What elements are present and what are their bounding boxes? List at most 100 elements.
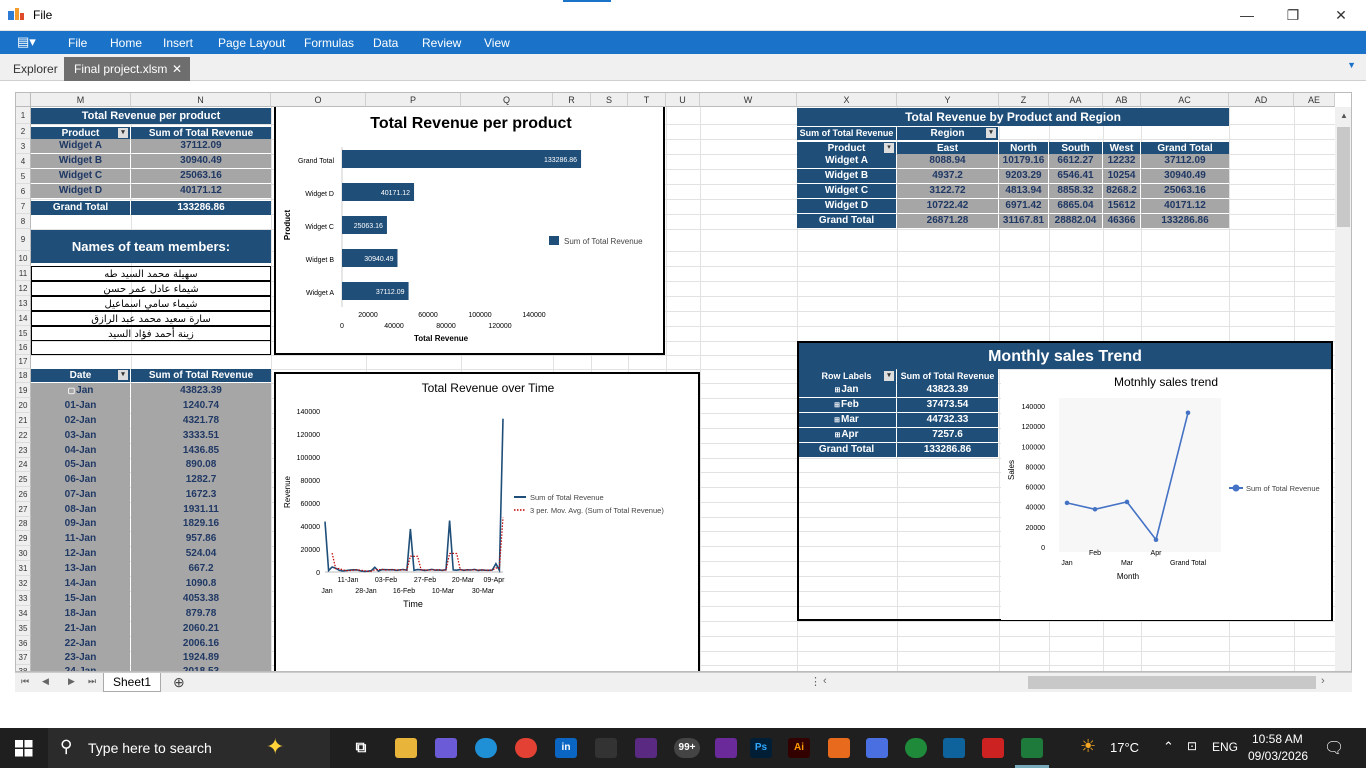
column-header[interactable]: S	[591, 93, 628, 107]
row-header[interactable]: 26	[16, 487, 31, 502]
tab-final-project[interactable]: Final project.xlsm ✕	[64, 57, 190, 81]
column-header[interactable]: T	[628, 93, 666, 107]
row-header[interactable]: 9	[16, 229, 31, 251]
row-header[interactable]: 29	[16, 531, 31, 546]
menu-home[interactable]: Home	[110, 36, 143, 50]
row-header[interactable]: 32	[16, 576, 31, 591]
vscode-icon[interactable]	[943, 738, 965, 758]
network-icon[interactable]: ⊡	[1187, 739, 1198, 753]
add-sheet-icon[interactable]: ⊕	[173, 674, 185, 690]
matlab-icon[interactable]	[828, 738, 850, 758]
clock-date[interactable]: 09/03/2026	[1248, 749, 1309, 763]
spreadsheet-app-icon[interactable]	[1021, 738, 1043, 758]
row-header[interactable]: 34	[16, 606, 31, 621]
copilot-app-icon[interactable]	[435, 738, 457, 758]
task-view-icon[interactable]: ⧉	[355, 739, 367, 756]
menu-insert[interactable]: Insert	[163, 36, 194, 50]
row-header[interactable]: 22	[16, 428, 31, 443]
scroll-thumb[interactable]	[1337, 127, 1350, 227]
app-icon-c[interactable]	[715, 738, 737, 758]
edge-icon[interactable]	[475, 738, 497, 758]
row-header[interactable]: 8	[16, 214, 31, 229]
app-icon-b[interactable]	[635, 738, 657, 758]
menu-data[interactable]: Data	[373, 36, 399, 50]
row-header[interactable]: 33	[16, 591, 31, 606]
column-header[interactable]: U	[666, 93, 700, 107]
column-header[interactable]: AA	[1049, 93, 1103, 107]
column-header[interactable]: AB	[1103, 93, 1141, 107]
column-header[interactable]: Y	[897, 93, 999, 107]
language-indicator[interactable]: ENG	[1212, 740, 1239, 754]
row-header[interactable]: 24	[16, 458, 31, 472]
chrome-profile-icon[interactable]	[905, 738, 927, 758]
row-header[interactable]: 21	[16, 413, 31, 428]
filter-dropdown-icon[interactable]: ▾	[884, 371, 894, 381]
collapse-icon[interactable]: ▢	[67, 386, 76, 395]
weather-temp[interactable]: 17°C	[1110, 740, 1140, 755]
column-header[interactable]: R	[553, 93, 591, 107]
row-header[interactable]: 37	[16, 651, 31, 665]
row-header[interactable]: 3	[16, 139, 31, 154]
scroll-up-icon[interactable]: ▲	[1340, 111, 1348, 120]
select-all-corner[interactable]	[16, 93, 31, 107]
row-header[interactable]: 7	[16, 199, 31, 214]
scroll-right-icon[interactable]: ›	[1321, 675, 1325, 687]
chrome-icon[interactable]	[515, 738, 537, 758]
chart-revenue-over-time[interactable]: Total Revenue over Time 0 20000 40000 60000 8…	[274, 372, 700, 671]
last-sheet-icon[interactable]: ⏭	[88, 676, 97, 686]
windows-start-icon[interactable]	[15, 740, 33, 757]
tray-chevron-icon[interactable]: ⌃	[1163, 739, 1174, 754]
row-header[interactable]: 18	[16, 369, 31, 383]
column-header[interactable]: P	[366, 93, 461, 107]
row-header[interactable]: 17	[16, 355, 31, 369]
expand-icon[interactable]: ⊞	[834, 432, 841, 439]
row-header[interactable]: 25	[16, 472, 31, 487]
column-header[interactable]: AD	[1229, 93, 1294, 107]
column-header[interactable]: X	[797, 93, 897, 107]
row-header[interactable]: 11	[16, 266, 31, 281]
snipping-tool-icon[interactable]	[982, 738, 1004, 758]
column-header[interactable]: Z	[999, 93, 1049, 107]
expand-icon[interactable]: ⊞	[834, 417, 841, 424]
chart-revenue-per-product[interactable]: Total Revenue per product Widget A 37112.0…	[274, 107, 665, 355]
filter-dropdown-icon[interactable]: ▾	[884, 143, 894, 153]
sheet-tab-sheet1[interactable]: Sheet1	[103, 673, 161, 692]
expand-icon[interactable]: ⊞	[834, 387, 841, 394]
row-header[interactable]: 31	[16, 561, 31, 576]
row-header[interactable]: 38	[16, 665, 31, 671]
menu-view[interactable]: View	[484, 36, 510, 50]
menu-review[interactable]: Review	[422, 36, 462, 50]
row-header[interactable]: 5	[16, 169, 31, 184]
menu-file[interactable]: File	[68, 36, 88, 50]
row-header[interactable]: 20	[16, 398, 31, 413]
row-header[interactable]: 36	[16, 636, 31, 651]
column-header[interactable]: Q	[461, 93, 553, 107]
row-header[interactable]: 15	[16, 326, 31, 341]
vertical-scrollbar[interactable]: ▲	[1335, 107, 1351, 671]
filter-dropdown-icon[interactable]: ▾	[118, 370, 128, 380]
linkedin-icon[interactable]: in	[555, 738, 577, 758]
clock-time[interactable]: 10:58 AM	[1252, 732, 1303, 746]
menu-formulas[interactable]: Formulas	[304, 36, 355, 50]
spreadsheet-grid[interactable]: M N O P Q R S T U W X Y Z AA AB AC AD AE 1 2 3 4 5 6 7 8 9 10 11 12 1…	[15, 92, 1352, 672]
notifications-icon[interactable]: 🗨	[1324, 740, 1345, 757]
tab-explorer[interactable]: Explorer	[13, 62, 58, 76]
prev-sheet-icon[interactable]: ◀	[42, 676, 49, 686]
search-box[interactable]: ⚲ Type here to search ✦	[48, 728, 330, 768]
first-sheet-icon[interactable]: ⏮	[21, 676, 30, 686]
row-header[interactable]: 35	[16, 621, 31, 636]
filter-dropdown-icon[interactable]: ▾	[118, 128, 128, 138]
chart-monthly-sales-trend[interactable]: Motnhly sales trend 0 20000 40000 60000 80000…	[1001, 370, 1331, 620]
maximize-button[interactable]: ❐	[1286, 7, 1300, 23]
expand-icon[interactable]: ⊞	[834, 402, 841, 409]
row-header[interactable]: 12	[16, 281, 31, 296]
row-header[interactable]: 16	[16, 341, 31, 355]
sidebar-menu-icon[interactable]: ▤▾	[17, 34, 36, 49]
row-header[interactable]: 30	[16, 546, 31, 561]
row-header[interactable]: 27	[16, 502, 31, 517]
splitter-icon[interactable]: ⋮	[810, 676, 821, 688]
menu-page-layout[interactable]: Page Layout	[218, 36, 286, 50]
column-header[interactable]: AE	[1294, 93, 1335, 107]
column-header[interactable]: AC	[1141, 93, 1229, 107]
scroll-left-icon[interactable]: ‹	[823, 675, 827, 687]
